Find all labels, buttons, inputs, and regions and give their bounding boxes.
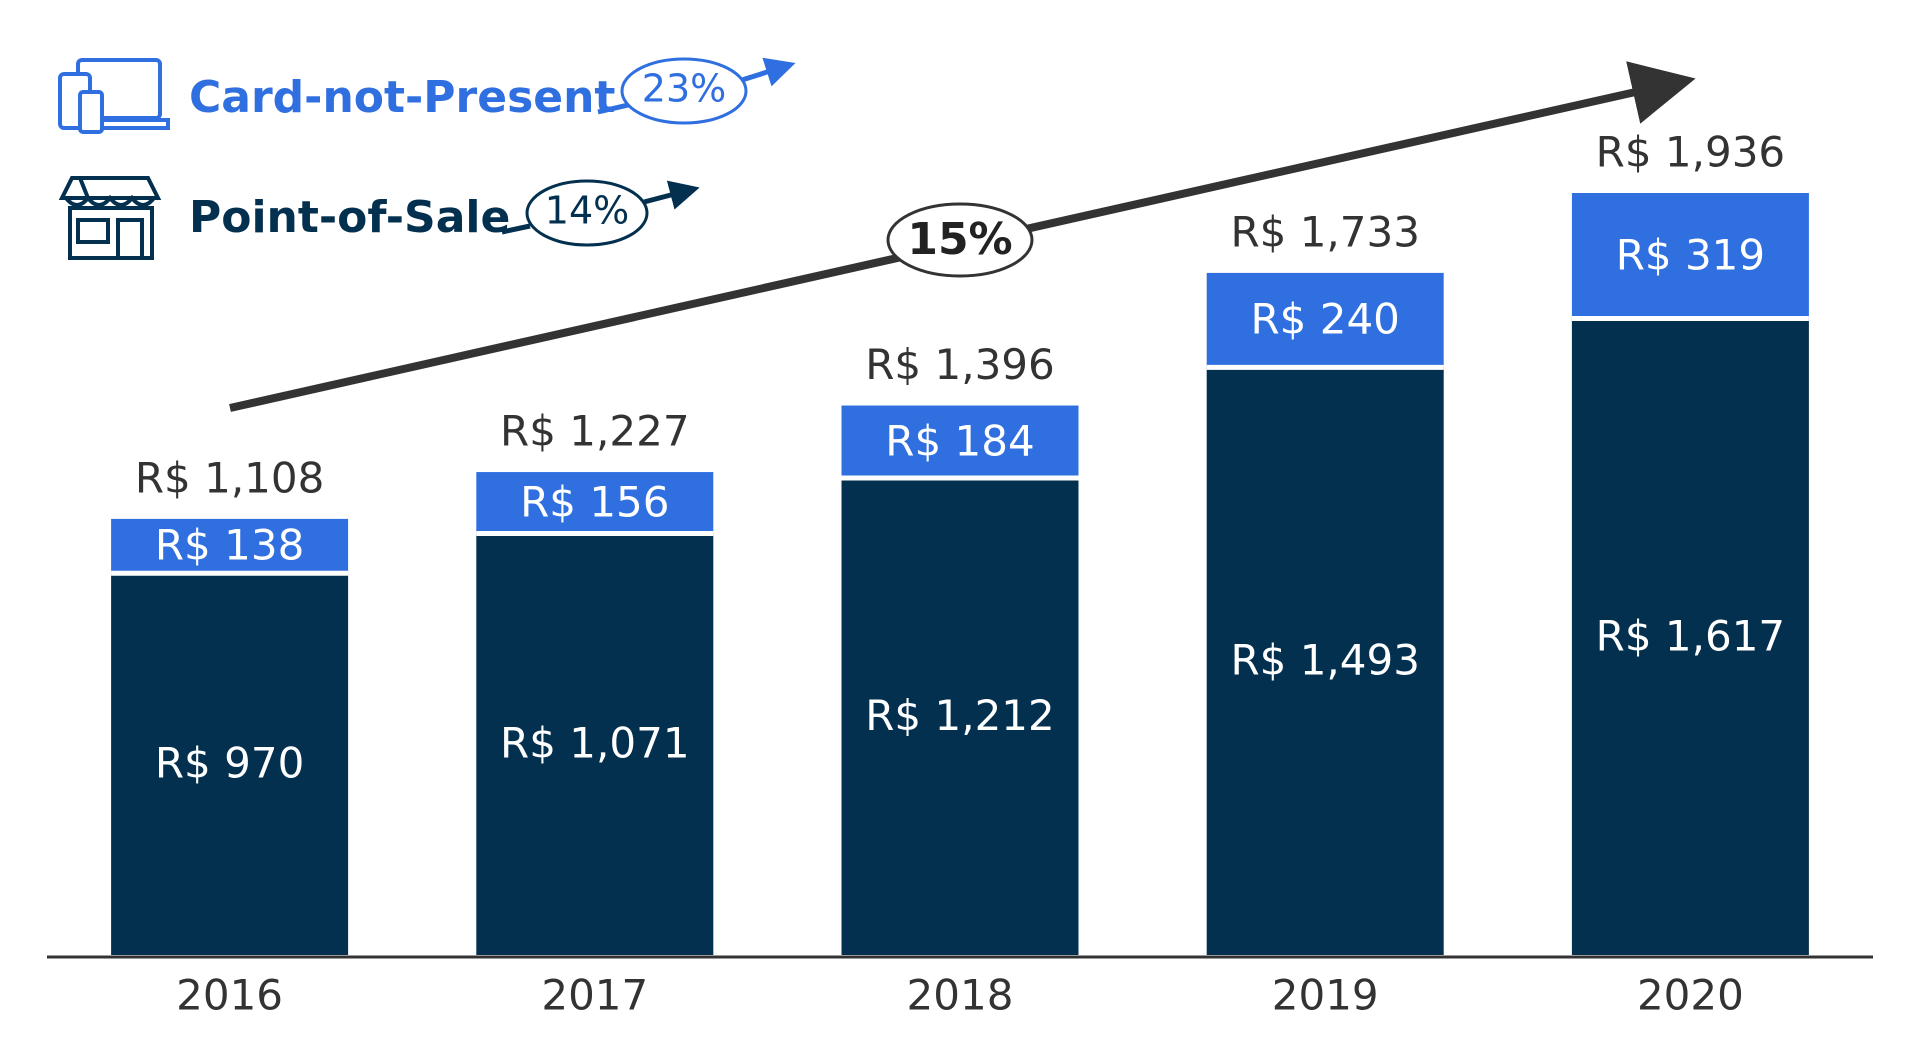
total-label: R$ 1,936 <box>1596 128 1786 177</box>
bar-segment <box>1571 193 1809 319</box>
bar-segment <box>1571 318 1809 955</box>
bar-segment <box>476 472 714 534</box>
trend-label: 15% <box>907 214 1012 265</box>
legend-label: Card-not-Present <box>189 72 615 123</box>
x-tick-label: 2016 <box>176 971 283 1020</box>
growth-ellipse <box>525 179 649 247</box>
value-label: R$ 1,617 <box>1596 611 1786 660</box>
total-label: R$ 1,396 <box>865 340 1055 389</box>
trend-ellipse <box>886 202 1034 278</box>
store-icon <box>58 176 162 260</box>
x-tick-label: 2017 <box>541 971 648 1020</box>
bar-segment <box>111 518 349 574</box>
legend-label: Point-of-Sale <box>189 192 510 243</box>
bar-segment <box>476 533 714 955</box>
legend-arrow <box>501 223 531 235</box>
value-label: R$ 1,493 <box>1230 636 1420 685</box>
value-label: R$ 240 <box>1250 295 1399 344</box>
value-label: R$ 1,071 <box>500 719 690 768</box>
legend-arrow <box>643 180 700 210</box>
value-label: R$ 184 <box>885 416 1034 465</box>
value-label: R$ 138 <box>155 521 304 570</box>
x-tick-label: 2020 <box>1637 971 1744 1020</box>
bar-segment <box>111 573 349 955</box>
value-label: R$ 319 <box>1616 230 1765 279</box>
bar-segment <box>841 477 1079 955</box>
x-tick-label: 2019 <box>1272 971 1379 1020</box>
growth-label: 14% <box>545 189 629 233</box>
bar-segment <box>1206 272 1444 368</box>
legend-arrow <box>741 57 796 87</box>
bar-segment <box>841 405 1079 478</box>
x-tick-label: 2018 <box>907 971 1014 1020</box>
total-label: R$ 1,227 <box>500 407 690 456</box>
value-label: R$ 156 <box>520 477 669 526</box>
value-label: R$ 970 <box>155 739 304 788</box>
growth-label: 23% <box>642 67 726 111</box>
value-label: R$ 1,212 <box>865 691 1055 740</box>
total-label: R$ 1,733 <box>1230 207 1420 256</box>
total-label: R$ 1,108 <box>135 453 325 502</box>
bar-segment <box>1206 367 1444 955</box>
growth-ellipse <box>620 57 748 125</box>
device-icon <box>58 58 170 134</box>
